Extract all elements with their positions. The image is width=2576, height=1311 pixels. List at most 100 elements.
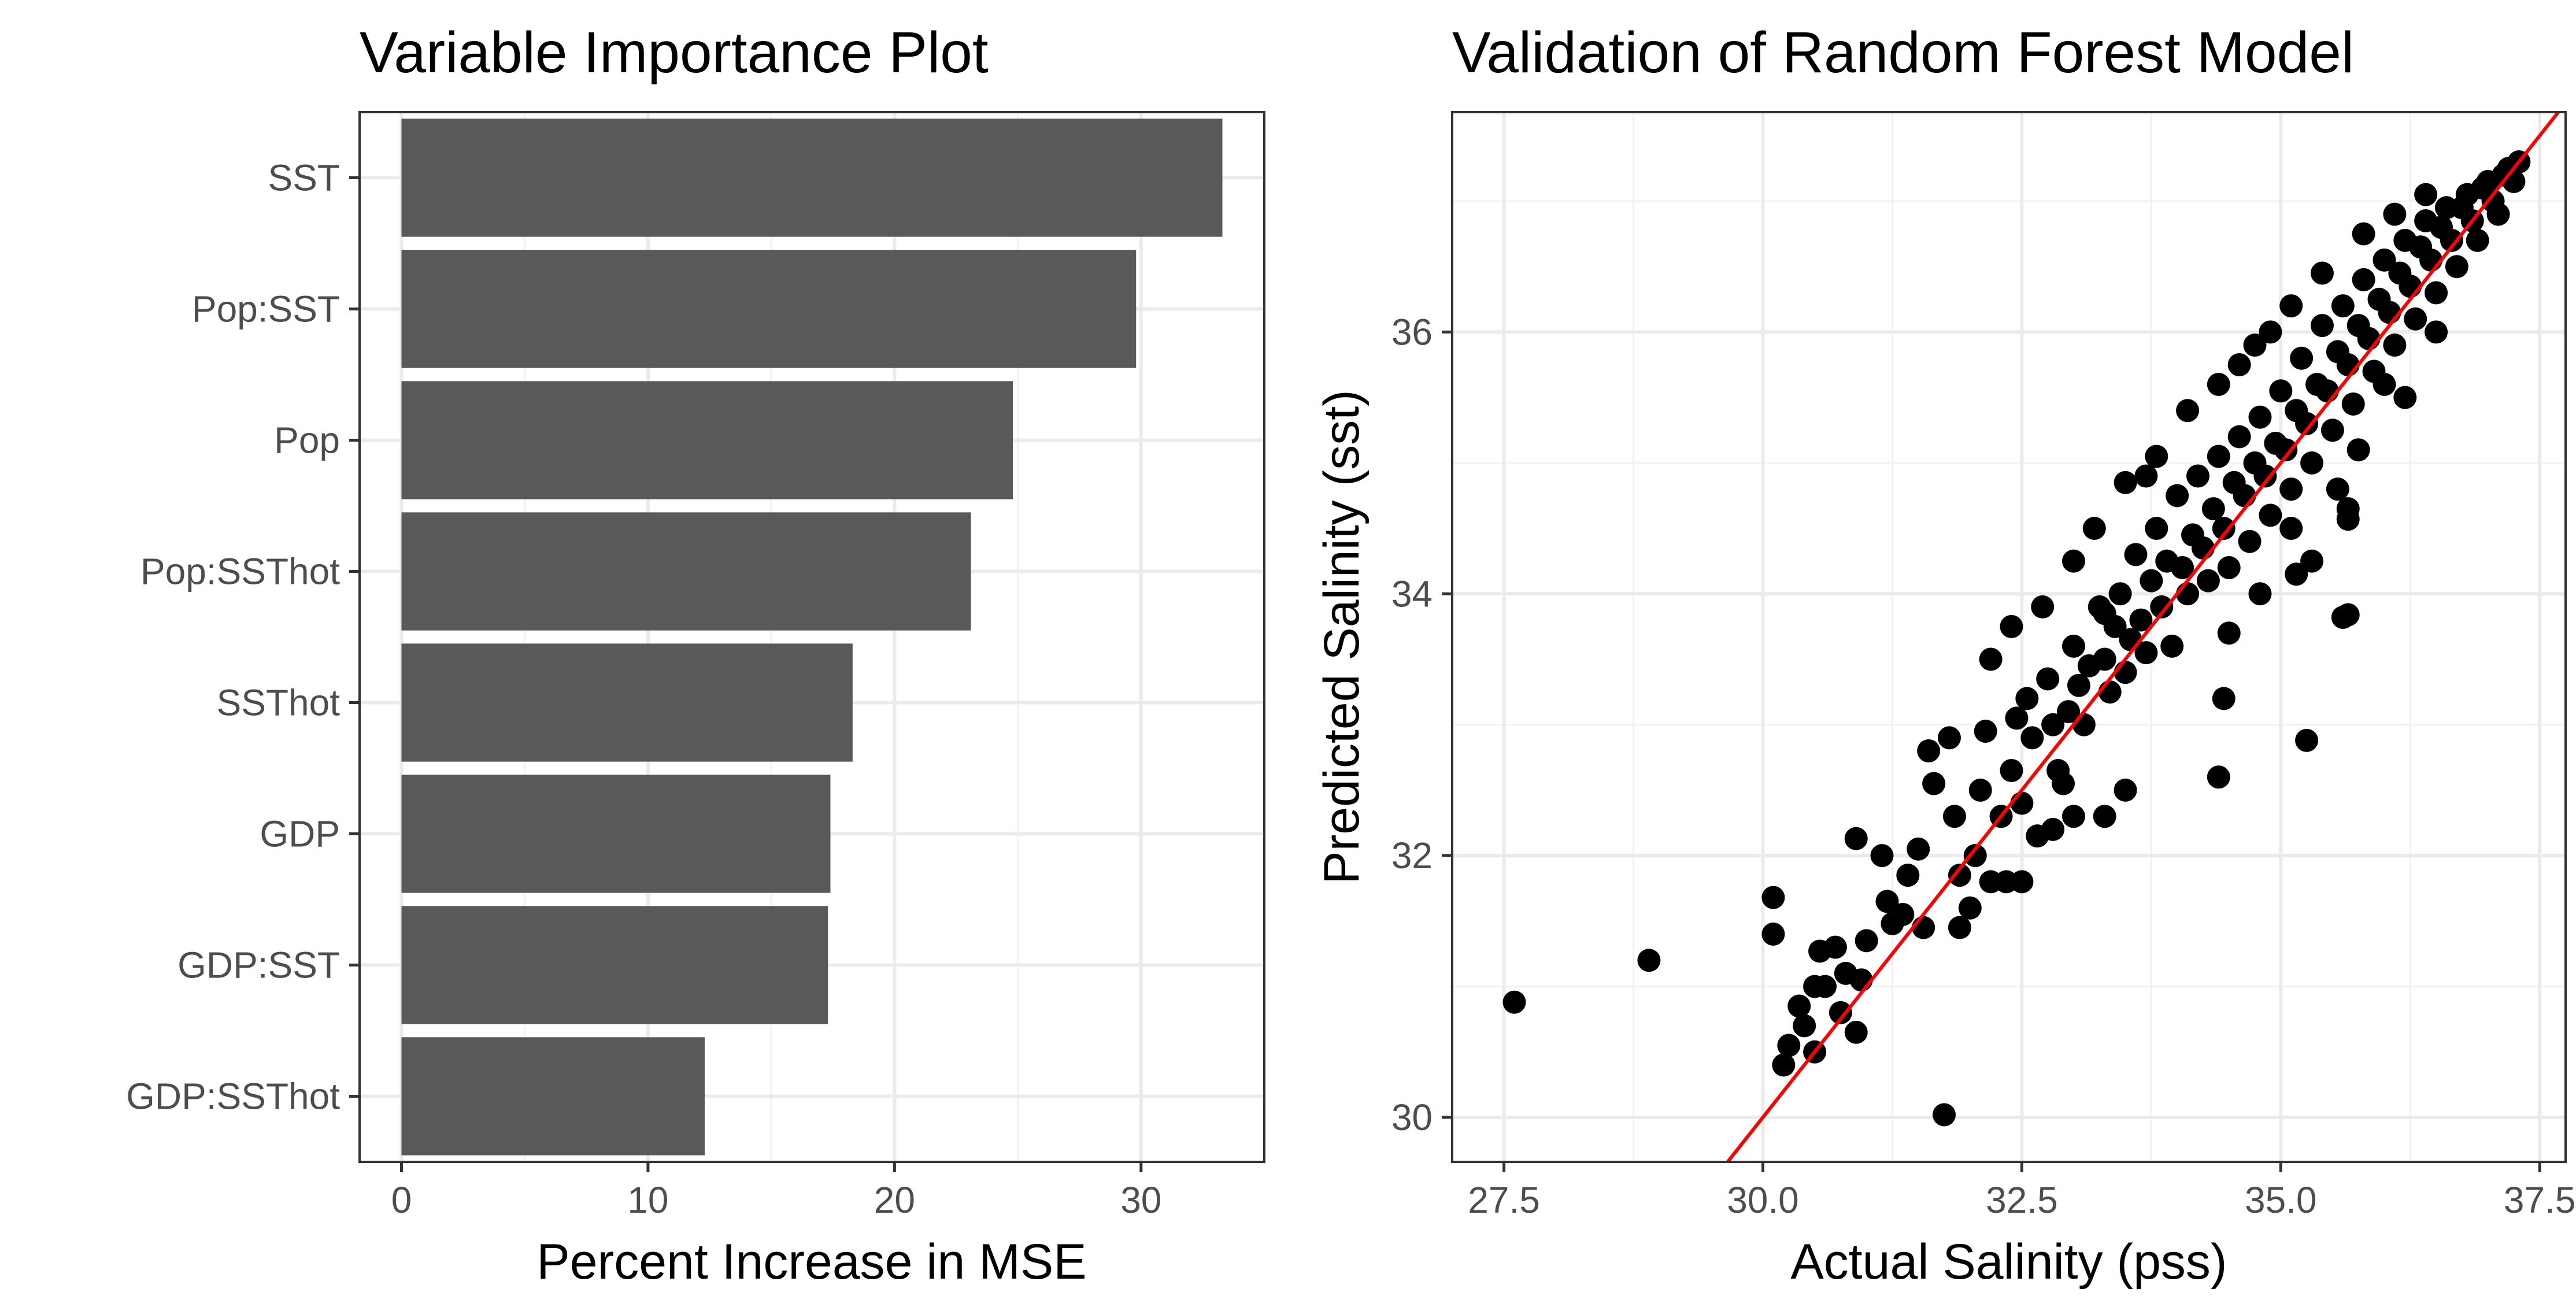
validation-x-axis: 27.5 30.0 32.5 35.0 37.5 [1468, 1162, 2575, 1221]
data-point [2114, 778, 2137, 802]
data-point [2290, 346, 2314, 370]
bar-pop [401, 381, 1013, 499]
data-point [2445, 255, 2468, 279]
data-point [2279, 517, 2303, 540]
data-point [2243, 334, 2267, 357]
data-point [2393, 386, 2417, 409]
data-point [1963, 844, 1987, 868]
data-point [1875, 890, 1899, 913]
data-point [2269, 379, 2293, 403]
data-point [2176, 582, 2200, 606]
data-point [2201, 497, 2225, 521]
data-point [2160, 634, 2184, 658]
data-point [2419, 248, 2443, 272]
data-point [2233, 484, 2256, 508]
data-point [2336, 508, 2360, 531]
data-point [2129, 608, 2153, 632]
data-point [2300, 451, 2324, 475]
category-label: Pop:SST [192, 288, 340, 330]
data-point [2186, 464, 2209, 488]
importance-bars [401, 118, 1223, 1156]
data-point [1958, 896, 1982, 920]
data-point [2000, 614, 2023, 638]
data-point [1948, 864, 1971, 887]
bar-gdp-ssthot [401, 1037, 705, 1156]
data-point [1907, 837, 1930, 861]
data-point [2005, 706, 2029, 730]
data-point [1844, 827, 1868, 850]
data-point [2176, 399, 2200, 423]
data-point [2041, 713, 2065, 736]
data-point [2061, 549, 2085, 573]
data-point [2383, 334, 2407, 357]
bar-ssthot [401, 643, 853, 762]
data-point [2036, 667, 2060, 691]
data-point [2466, 228, 2489, 252]
category-label: SST [268, 157, 340, 199]
data-point [2295, 412, 2319, 435]
data-point [2134, 464, 2158, 488]
category-label: Pop:SSThot [140, 551, 340, 592]
data-point [1761, 886, 1785, 909]
bar-gdp [401, 775, 831, 893]
data-point [2150, 595, 2174, 619]
x-tick-label: 20 [874, 1179, 915, 1221]
y-tick-label: 30 [1391, 1097, 1433, 1138]
data-point [2248, 582, 2272, 606]
data-point [2171, 555, 2194, 579]
data-point [2425, 281, 2448, 305]
category-label: Pop [274, 420, 340, 461]
data-point [2274, 438, 2298, 462]
data-point [2440, 228, 2463, 252]
data-point [2212, 517, 2236, 540]
data-point [1917, 739, 1941, 762]
data-point [2253, 464, 2277, 488]
category-label: GDP:SST [177, 945, 340, 986]
data-point [2326, 477, 2349, 501]
data-point [2378, 301, 2401, 324]
data-point [1896, 864, 1920, 887]
identity-line [1726, 111, 2560, 1163]
importance-x-axis-title: Percent Increase in MSE [536, 1234, 1086, 1290]
data-point [2093, 805, 2116, 828]
y-tick-label: 32 [1391, 835, 1433, 876]
validation-x-axis-title: Actual Salinity (pss) [1790, 1234, 2227, 1290]
data-point [1829, 1001, 1852, 1024]
data-point [1912, 916, 1935, 939]
data-point [2114, 471, 2137, 494]
bar-gdp-sst [401, 906, 828, 1024]
validation-y-axis: 30 32 34 36 [1391, 311, 1452, 1138]
bar-sst [401, 118, 1223, 237]
x-tick-label: 10 [627, 1179, 668, 1221]
data-point [1793, 1014, 1816, 1038]
data-point [2082, 517, 2106, 540]
data-point [2399, 275, 2422, 298]
data-point [2352, 222, 2375, 246]
data-point [2357, 327, 2381, 350]
data-point [2414, 183, 2438, 206]
data-point [1772, 1053, 1796, 1077]
data-point [2300, 549, 2324, 573]
data-point [1933, 1103, 1956, 1127]
data-point [2052, 772, 2075, 795]
x-tick-label: 0 [391, 1179, 412, 1221]
data-point [2015, 687, 2039, 710]
bar-pop-sst [401, 250, 1137, 368]
data-point [2057, 700, 2081, 724]
validation-chart: Validation of Random Forest Model 30 32 34… [1314, 20, 2575, 1290]
data-point [2207, 765, 2230, 789]
data-point [2207, 445, 2230, 468]
data-point [2000, 758, 2023, 782]
data-point [1870, 844, 1894, 868]
data-point [2259, 320, 2282, 344]
data-point [2248, 405, 2272, 429]
data-point [2212, 687, 2236, 710]
category-label: GDP [260, 813, 340, 855]
data-point [2502, 170, 2526, 194]
x-tick-label: 27.5 [1468, 1179, 1540, 1221]
bar-pop-ssthot [401, 512, 971, 631]
data-point [2259, 503, 2282, 527]
data-point [2108, 582, 2132, 606]
data-point [1922, 772, 1946, 795]
